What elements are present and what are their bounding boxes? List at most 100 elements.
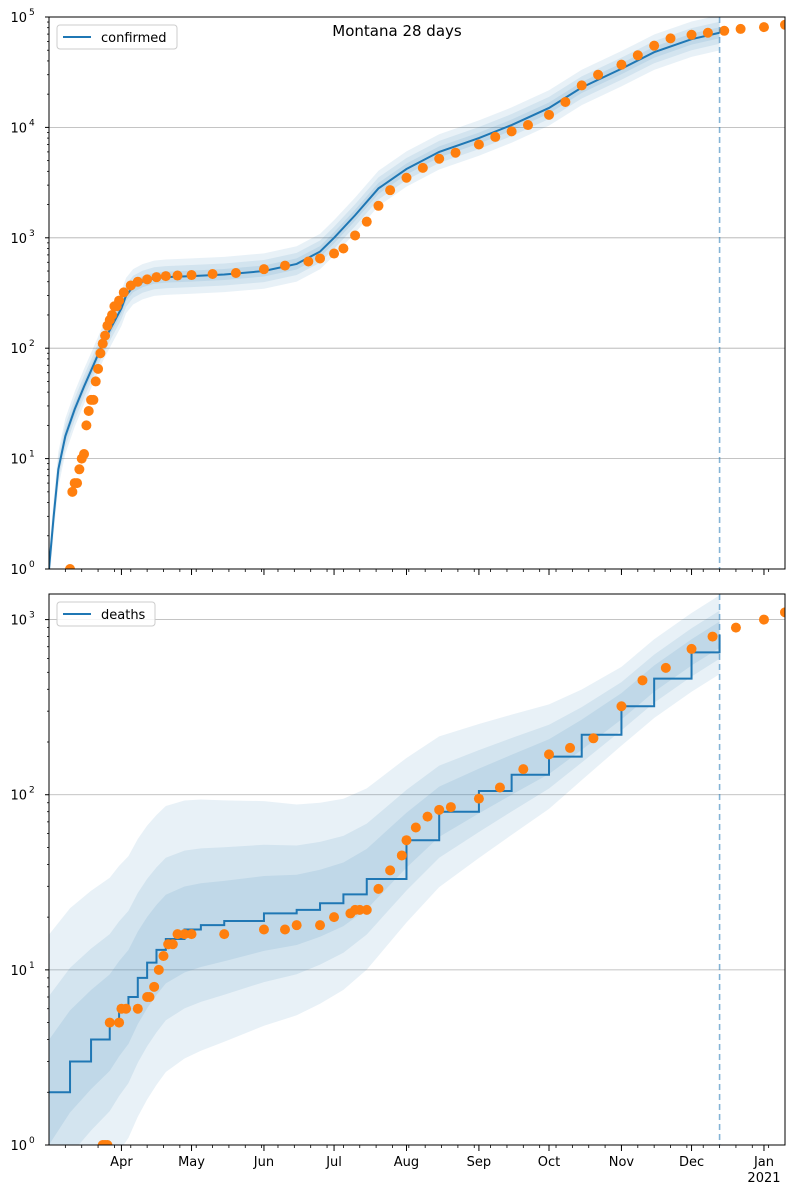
observed-point [588, 733, 599, 744]
x-tick-label: Jan [753, 1155, 774, 1170]
observed-point [186, 929, 197, 940]
observed-point [207, 269, 218, 280]
observed-point [114, 295, 125, 306]
x-tick-label: Dec [679, 1155, 704, 1170]
observed-point [445, 802, 456, 813]
observed-point [780, 607, 785, 618]
observed-point [417, 162, 428, 173]
observed-point [97, 338, 108, 349]
observed-point [179, 929, 190, 940]
observed-point [780, 19, 785, 30]
y-tick-label: 10 [10, 1139, 27, 1154]
plot-area [49, 17, 785, 569]
y-tick-exponent: 0 [29, 560, 35, 570]
observed-point [576, 80, 587, 91]
observed-point [291, 920, 302, 931]
uncertainty-band [49, 21, 720, 569]
observed-point [434, 804, 445, 815]
x-tick-label: Jul [325, 1155, 342, 1170]
observed-point [450, 147, 461, 158]
y-tick-exponent: 1 [29, 961, 35, 971]
uncertainty-band [49, 595, 720, 1145]
observed-point [279, 260, 290, 271]
observed-point [410, 822, 421, 833]
observed-point [172, 270, 183, 281]
observed-point [158, 950, 169, 961]
observed-point [473, 793, 484, 804]
observed-point [665, 33, 676, 44]
axes-frame [48, 593, 786, 1146]
observed-point [132, 1003, 143, 1014]
observed-point [361, 216, 372, 227]
uncertainty-band [49, 17, 720, 569]
y-tick-label: 10 [10, 342, 27, 357]
observed-point [593, 69, 604, 80]
x-tick-label: Apr [110, 1155, 133, 1170]
observed-point [473, 139, 484, 150]
observed-point [544, 109, 555, 120]
observed-point [354, 904, 365, 915]
observed-point [632, 50, 643, 61]
observed-point [149, 981, 160, 992]
observed-point [279, 924, 290, 935]
y-tick-label: 10 [10, 121, 27, 136]
y-tick-exponent: 2 [29, 786, 35, 796]
observed-point [490, 131, 501, 142]
observed-point [329, 912, 340, 923]
observed-point [730, 622, 741, 633]
observed-point [153, 964, 164, 975]
observed-point [172, 929, 183, 940]
observed-point [258, 264, 269, 275]
observed-point [144, 991, 155, 1002]
observed-point [79, 449, 90, 460]
legend-box [56, 24, 178, 50]
y-tick-label: 10 [10, 789, 27, 804]
observed-point [258, 924, 269, 935]
observed-point [350, 230, 361, 241]
observed-point [230, 267, 241, 278]
observed-point [303, 256, 314, 267]
observed-point [74, 464, 85, 475]
y-tick-label: 10 [10, 563, 27, 578]
observed-point [385, 865, 396, 876]
y-tick-exponent: 1 [29, 450, 35, 460]
observed-point [565, 742, 576, 753]
observed-point [81, 420, 92, 431]
observed-point [616, 59, 627, 70]
observed-point [401, 172, 412, 183]
observed-point [88, 394, 99, 405]
observed-point [686, 643, 697, 654]
observed-point [373, 200, 384, 211]
observed-point [329, 248, 340, 259]
observed-point [83, 405, 94, 416]
y-tick-exponent: 0 [29, 1136, 35, 1146]
observed-point [616, 701, 627, 712]
observed-point [544, 749, 555, 760]
y-tick-exponent: 5 [29, 8, 35, 18]
observed-point [219, 929, 230, 940]
chart-title: Montana 28 days [332, 22, 462, 40]
observed-point [95, 348, 106, 359]
observed-point [422, 811, 433, 822]
y-tick-label: 10 [10, 614, 27, 629]
observed-point [142, 274, 153, 285]
y-tick-exponent: 4 [29, 118, 35, 128]
observed-point [660, 662, 671, 673]
observed-point [100, 330, 111, 341]
observed-point [396, 850, 407, 861]
observed-point [167, 939, 178, 950]
observed-point [102, 1140, 113, 1145]
observed-point [560, 96, 571, 107]
x-year-label: 2021 [747, 1171, 780, 1186]
y-tick-label: 10 [10, 964, 27, 979]
observed-point [434, 153, 445, 164]
observed-point [649, 40, 660, 51]
observed-point [315, 253, 326, 264]
legend-label: deaths [101, 608, 146, 623]
observed-point [686, 29, 697, 40]
uncertainty-band [49, 27, 720, 569]
observed-point [118, 287, 129, 298]
observed-point [373, 883, 384, 894]
